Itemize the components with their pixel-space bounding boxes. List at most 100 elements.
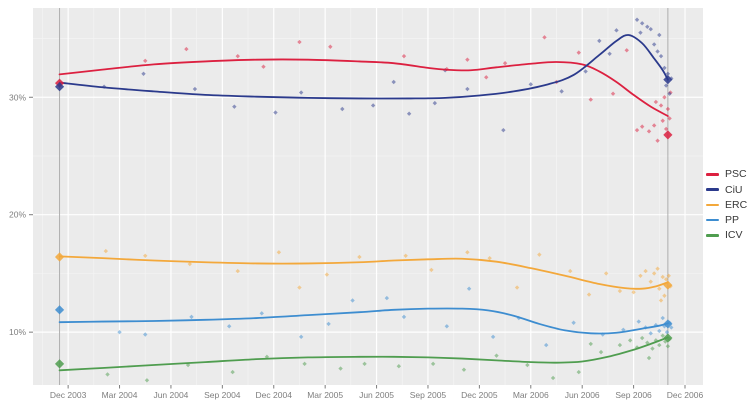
legend-key-line-psc: [706, 173, 719, 176]
trend-line-psc: [58, 58, 669, 117]
election-result-ciu-2006: [663, 75, 673, 85]
legend-label: CiU: [725, 183, 743, 196]
poll-point: [103, 248, 109, 254]
legend-label: ERC: [725, 198, 748, 211]
poll-point: [634, 345, 640, 350]
poll-point: [326, 321, 331, 327]
election-result-icv-2003: [54, 359, 65, 369]
poll-point: [600, 332, 605, 337]
poll-point: [466, 286, 472, 291]
trend-line-erc: [58, 255, 669, 290]
poll-point: [657, 342, 662, 348]
poll-point: [528, 82, 533, 87]
legend-key-line-icv: [706, 234, 719, 237]
axis-ticks: [29, 96, 686, 389]
legend-item-erc: ERC: [706, 197, 747, 212]
poll-point: [648, 331, 653, 336]
x-tick-label-9: Mar 2006: [513, 390, 549, 400]
scatter-points-pp: [117, 286, 674, 348]
poll-point: [624, 48, 629, 53]
poll-point: [235, 268, 240, 274]
poll-point: [658, 103, 664, 108]
poll-point: [396, 364, 402, 369]
poll-point: [662, 65, 667, 71]
poll-point: [643, 268, 648, 274]
poll-point: [638, 273, 643, 278]
poll-point: [603, 271, 609, 276]
legend-item-icv: ICV: [706, 228, 747, 243]
poll-point: [465, 250, 470, 255]
poll-point: [227, 324, 232, 329]
poll-point: [646, 355, 652, 361]
major-gridlines: [33, 8, 703, 385]
poll-point: [651, 271, 657, 276]
poll-point: [571, 320, 576, 325]
poll-point: [657, 328, 662, 334]
x-tick-label-1: Mar 2004: [102, 390, 138, 400]
scatter-points-psc: [143, 35, 673, 143]
poll-point: [297, 39, 302, 45]
trend-line-ciu: [58, 34, 669, 100]
poll-point: [391, 79, 396, 85]
poll-point: [276, 250, 282, 255]
poll-point: [664, 329, 670, 335]
poll-point: [544, 342, 549, 348]
poll-point: [660, 118, 665, 123]
scatter-points-erc: [103, 248, 673, 303]
poll-point: [614, 28, 619, 33]
x-tick-label-5: Mar 2005: [307, 390, 343, 400]
poll-point: [583, 69, 588, 74]
poll-point: [143, 253, 148, 259]
poll-point: [350, 298, 355, 303]
poll-point: [651, 42, 657, 47]
poll-point: [658, 53, 664, 59]
poll-point: [144, 378, 150, 383]
election-result-erc-2006: [663, 280, 673, 290]
election-result-ciu-2003: [54, 82, 65, 92]
poll-point: [657, 32, 662, 38]
poll-point: [669, 76, 674, 81]
poll-point: [430, 361, 436, 367]
plot-panel: [33, 8, 703, 385]
x-tick-label-7: Sep 2005: [410, 390, 447, 400]
poll-point: [631, 290, 636, 295]
poll-point: [514, 285, 520, 290]
poll-point: [490, 334, 496, 340]
poll-point: [143, 58, 148, 64]
poll-point: [184, 46, 189, 52]
poll-point: [588, 97, 593, 102]
trend-line-icv: [58, 336, 669, 372]
poll-point: [598, 349, 604, 355]
x-tick-label-10: Jun 2006: [565, 390, 600, 400]
poll-point: [617, 342, 623, 348]
poll-point: [663, 83, 669, 88]
poll-point: [340, 106, 345, 112]
poll-point: [302, 361, 307, 367]
poll-point: [230, 369, 235, 375]
poll-point: [502, 60, 508, 66]
poll-point: [259, 311, 264, 316]
election-result-erc-2003: [54, 252, 65, 262]
poll-point: [627, 338, 633, 343]
election-result-icv-2006: [663, 333, 673, 343]
poll-point: [465, 57, 470, 62]
poll-point: [297, 285, 302, 290]
legend-key-line-pp: [706, 218, 719, 222]
poll-point: [667, 91, 672, 96]
poll-point: [660, 315, 665, 321]
poll-point: [232, 104, 237, 109]
poll-point: [432, 100, 438, 106]
election-result-pp-2006: [663, 319, 673, 329]
poll-point: [461, 367, 467, 372]
poll-point: [370, 103, 376, 108]
poll-point: [634, 127, 640, 133]
poll-point: [660, 274, 665, 280]
poll-point: [648, 26, 653, 32]
legend: PSC CiU ERC PP ICV: [706, 167, 747, 243]
poll-point: [559, 89, 564, 94]
poll-point: [273, 110, 278, 115]
poll-point: [666, 273, 671, 278]
poll-point: [444, 324, 450, 329]
poll-point: [665, 106, 671, 112]
poll-point: [429, 267, 434, 273]
